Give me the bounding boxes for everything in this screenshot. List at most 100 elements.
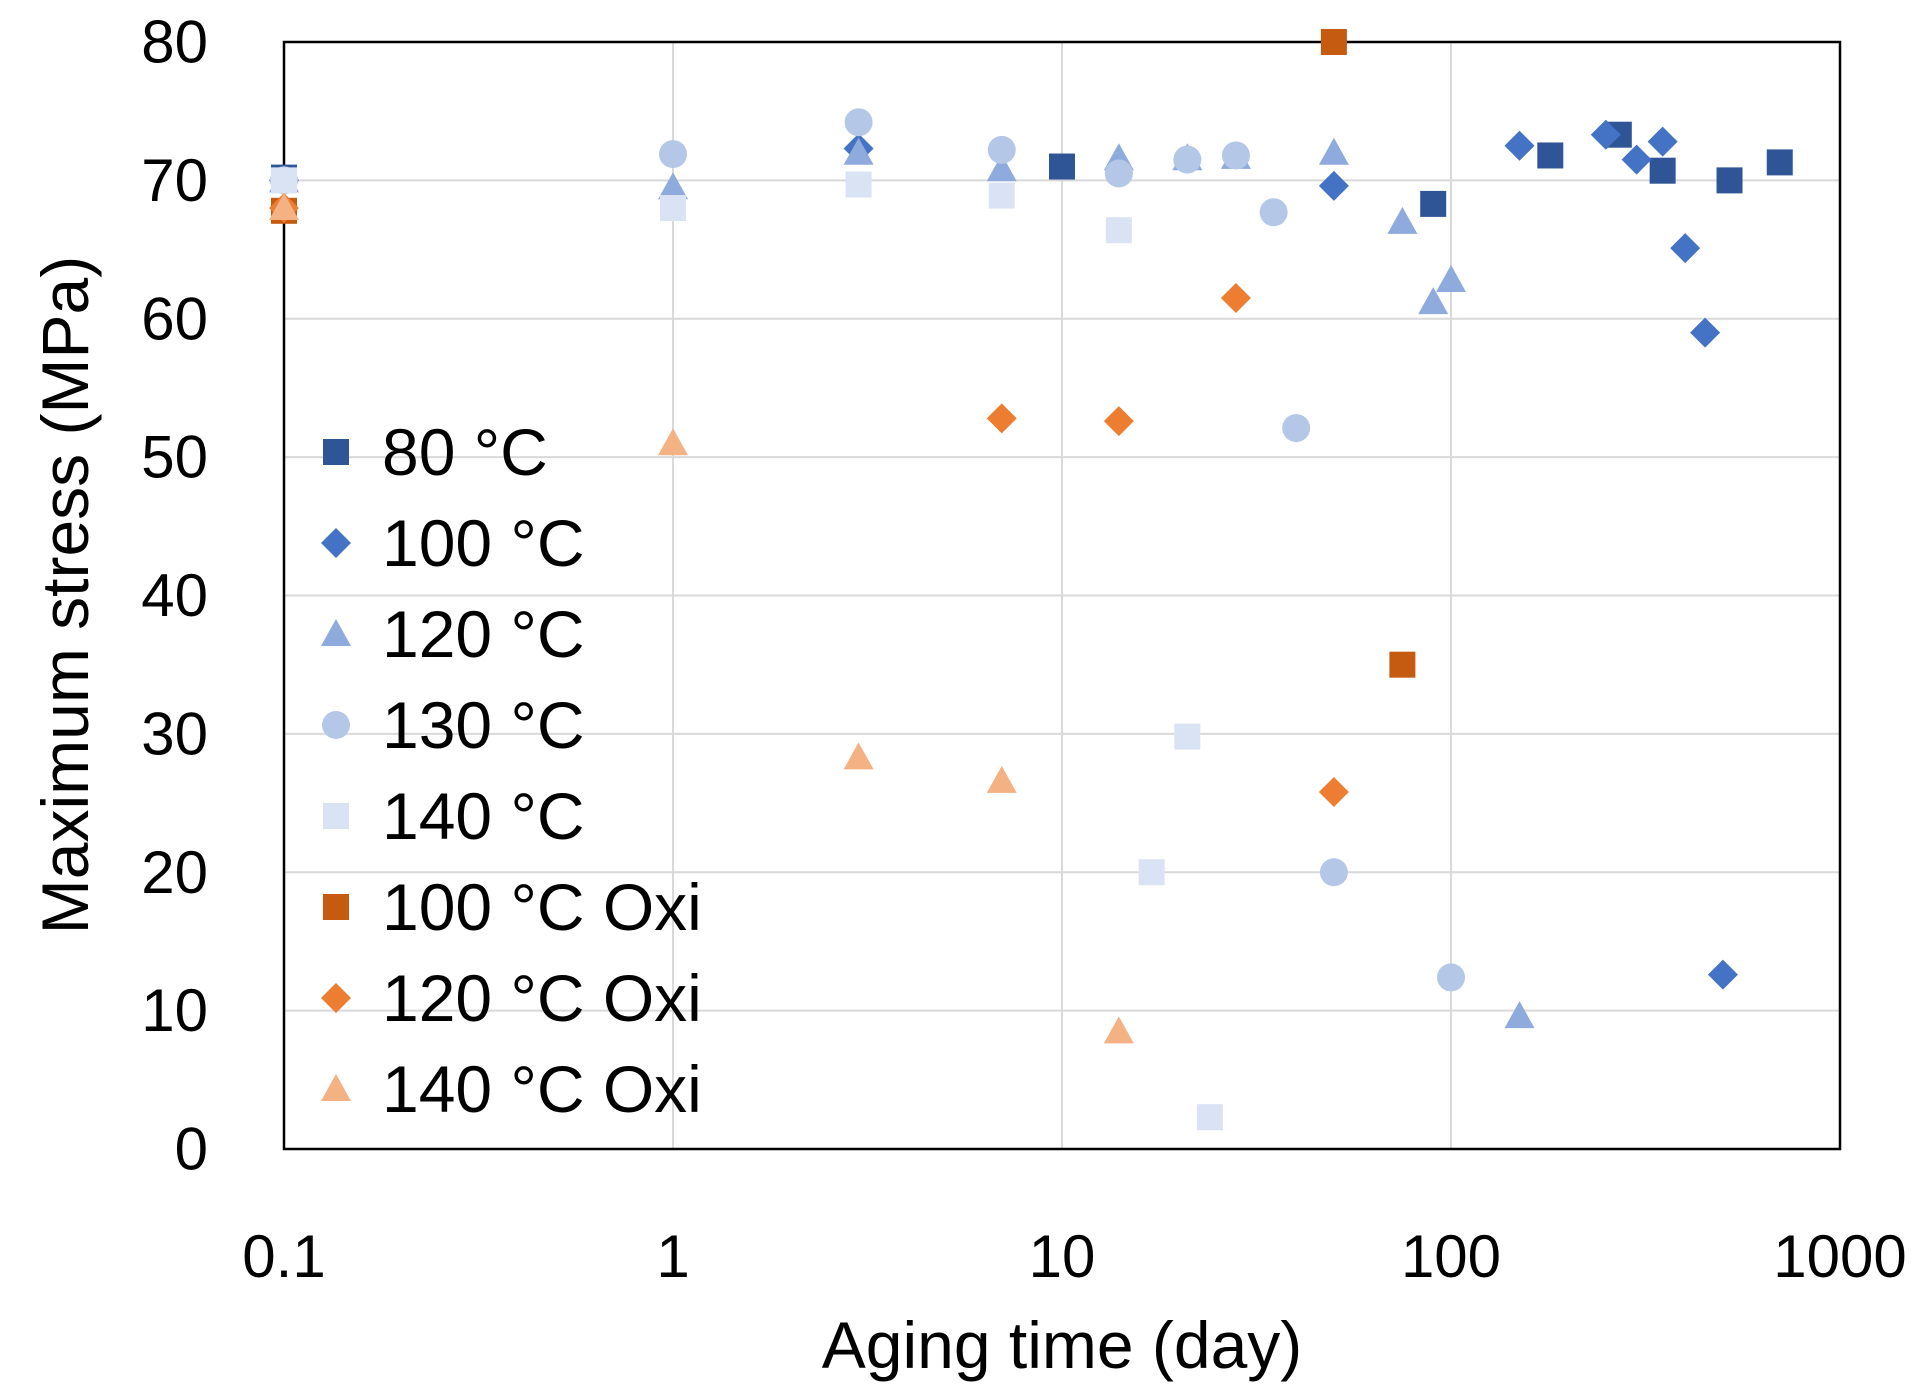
data-point <box>1389 651 1416 678</box>
data-point <box>1387 206 1418 234</box>
data-point <box>660 195 686 222</box>
legend-marker <box>321 528 351 558</box>
legend-item: 140 °C Oxi <box>321 1052 702 1126</box>
data-point <box>1220 282 1251 313</box>
legend-marker <box>323 439 349 465</box>
legend-label: 100 °C Oxi <box>382 870 702 944</box>
data-point <box>1196 1104 1223 1131</box>
data-point <box>1436 265 1466 293</box>
y-tick-label: 10 <box>141 977 208 1044</box>
y-tick-label: 0 <box>175 1116 208 1183</box>
x-tick-label: 1 <box>656 1223 689 1290</box>
data-point <box>1590 119 1621 150</box>
data-point <box>1690 317 1721 348</box>
data-point <box>1420 190 1447 217</box>
y-tick-label: 70 <box>141 147 208 214</box>
x-axis-title: Aging time (day) <box>822 1308 1303 1382</box>
legend-label: 130 °C <box>382 688 585 762</box>
data-point <box>1670 233 1701 264</box>
data-point <box>1504 1001 1535 1029</box>
x-axis-ticks: 0.1 1 10 100 1000 <box>242 1223 1906 1290</box>
legend-marker <box>323 894 349 920</box>
data-point <box>1649 157 1676 184</box>
y-tick-label: 30 <box>141 700 208 767</box>
series-1 <box>269 119 1738 990</box>
y-tick-label: 50 <box>141 424 208 491</box>
data-point <box>988 182 1015 209</box>
data-point <box>1318 137 1349 165</box>
data-point <box>1707 959 1738 990</box>
legend-label: 120 °C Oxi <box>382 961 702 1035</box>
x-tick-label: 0.1 <box>242 1223 325 1290</box>
data-point <box>1418 287 1449 315</box>
data-point <box>1716 167 1743 194</box>
y-tick-label: 40 <box>141 562 208 629</box>
data-point <box>269 193 299 221</box>
legend-marker <box>321 983 351 1013</box>
series-0 <box>271 121 1793 217</box>
series-6 <box>269 193 1349 807</box>
data-point <box>986 403 1017 434</box>
data-point <box>987 135 1016 164</box>
series-7 <box>269 193 1134 1044</box>
data-point <box>658 428 688 456</box>
data-point <box>659 140 687 169</box>
legend-item: 100 °C <box>321 506 585 580</box>
data-point <box>1173 145 1202 174</box>
data-point <box>1049 153 1075 180</box>
legend-label: 120 °C <box>382 597 585 671</box>
plot-area-frame <box>282 40 1842 1151</box>
data-point <box>1766 149 1793 176</box>
data-point <box>843 137 874 165</box>
data-point <box>1259 198 1288 227</box>
data-point <box>1320 29 1347 55</box>
data-point <box>1103 1016 1134 1044</box>
data-point <box>844 108 873 137</box>
legend-marker <box>322 711 350 739</box>
data-point <box>1174 723 1201 750</box>
data-point <box>658 172 688 200</box>
y-tick-label: 20 <box>141 839 208 906</box>
data-point <box>986 765 1017 793</box>
legend-marker <box>321 1074 351 1101</box>
series-5 <box>271 29 1416 678</box>
legend-marker <box>323 803 349 829</box>
data-point <box>1282 414 1311 443</box>
y-tick-label: 60 <box>141 285 208 352</box>
data-point <box>1105 217 1132 244</box>
legend-item: 140 °C <box>323 779 585 853</box>
data-point <box>1318 170 1349 201</box>
x-tick-label: 10 <box>1029 1223 1096 1290</box>
y-tick-label: 80 <box>141 9 208 76</box>
legend: 80 °C 100 °C 120 °C 130 °C 140 °C 100 °C Oxi 1… <box>321 415 702 1126</box>
y-axis-title: Maximum stress (MPa) <box>28 256 102 934</box>
data-point <box>1318 776 1349 807</box>
data-point <box>1319 858 1348 887</box>
data-point <box>1103 406 1134 437</box>
data-point <box>1138 859 1165 886</box>
y-axis-ticks: 0 10 20 30 40 50 60 70 80 <box>141 9 208 1183</box>
series-4 <box>271 167 1223 1131</box>
legend-item: 120 °C <box>321 597 585 671</box>
data-point <box>1504 130 1535 161</box>
data-point <box>271 167 297 194</box>
x-tick-label: 1000 <box>1773 1223 1906 1290</box>
data-point <box>845 171 872 198</box>
legend-label: 100 °C <box>382 506 585 580</box>
legend-item: 80 °C <box>323 415 548 489</box>
x-tick-label: 100 <box>1401 1223 1501 1290</box>
data-point <box>1621 144 1652 175</box>
data-point <box>1537 142 1564 169</box>
legend-label: 140 °C <box>382 779 585 853</box>
legend-label: 80 °C <box>382 415 548 489</box>
data-point <box>1437 963 1465 992</box>
legend-item: 120 °C Oxi <box>321 961 702 1035</box>
data-point <box>843 742 874 770</box>
legend-label: 140 °C Oxi <box>382 1052 702 1126</box>
data-point <box>1647 126 1678 157</box>
legend-item: 100 °C Oxi <box>323 870 702 944</box>
legend-item: 130 °C <box>322 688 585 762</box>
grid-lines <box>284 42 1840 1149</box>
data-point <box>1221 141 1250 170</box>
